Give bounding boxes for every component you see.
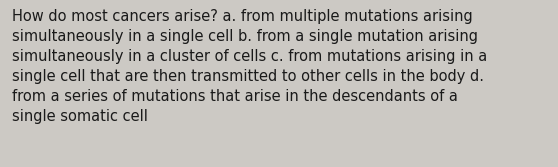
Text: How do most cancers arise? a. from multiple mutations arising
simultaneously in : How do most cancers arise? a. from multi… [12,9,488,124]
